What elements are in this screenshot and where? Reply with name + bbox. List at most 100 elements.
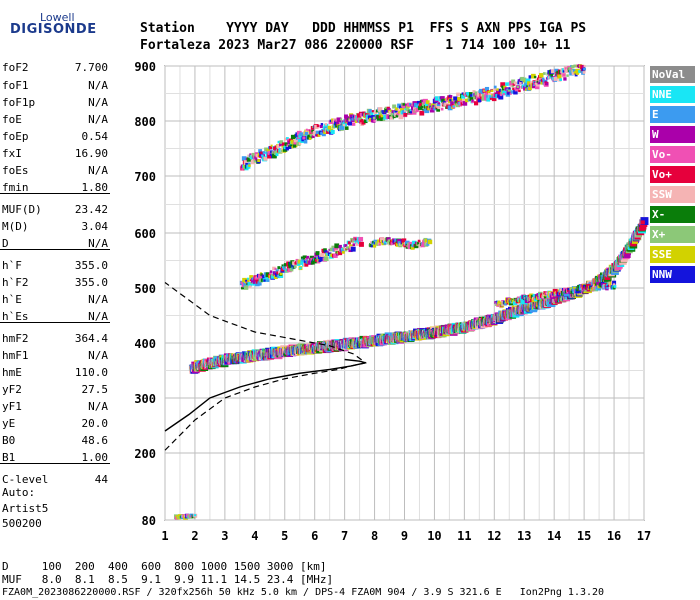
echo-point bbox=[270, 150, 273, 154]
echo-point bbox=[330, 253, 334, 257]
header-row1: Station YYYY DAY DDD HHMMSS P1 FFS S AXN… bbox=[140, 21, 587, 36]
echo-point bbox=[279, 142, 283, 147]
echo-point bbox=[345, 126, 349, 130]
echo-point bbox=[300, 256, 304, 260]
echo-point bbox=[330, 129, 335, 135]
echo-point bbox=[261, 154, 264, 158]
param-value: 16.90 bbox=[74, 147, 108, 160]
echo-point bbox=[287, 267, 292, 273]
echo-point bbox=[248, 285, 252, 289]
param-label: h`E bbox=[2, 293, 22, 306]
echo-point bbox=[480, 91, 484, 95]
echo-point bbox=[534, 82, 537, 86]
echo-point bbox=[323, 123, 329, 129]
echo-point bbox=[241, 286, 244, 290]
echo-point bbox=[311, 135, 315, 139]
echo-point bbox=[347, 247, 350, 250]
param-value: N/A bbox=[88, 164, 108, 177]
param-value: 44 bbox=[94, 473, 108, 486]
echo-point bbox=[243, 282, 249, 288]
echo-point bbox=[541, 295, 545, 299]
echo-point bbox=[420, 105, 424, 109]
echo-point bbox=[246, 282, 249, 285]
echo-point bbox=[572, 286, 576, 290]
chart-ticks: 1 2 3 4 5 6 7 8 9 10 11 12 13 14 15 16 17802003004005006… bbox=[134, 60, 651, 543]
echo-point bbox=[473, 101, 479, 106]
echo-point bbox=[380, 114, 384, 118]
echo-point bbox=[378, 243, 381, 246]
echo-point bbox=[370, 245, 373, 248]
echo-point bbox=[534, 75, 537, 79]
echo-point bbox=[288, 264, 293, 269]
echo-point bbox=[351, 122, 356, 126]
echo-point bbox=[363, 119, 368, 124]
echo-point bbox=[559, 78, 562, 81]
echo-point bbox=[268, 274, 273, 279]
echo-point bbox=[399, 112, 405, 117]
echo-point bbox=[513, 89, 518, 95]
echo-point bbox=[418, 102, 423, 107]
param-value: 1.00 bbox=[81, 451, 109, 464]
echo-point bbox=[500, 82, 506, 88]
echo-point bbox=[397, 109, 402, 114]
echo-point bbox=[524, 82, 529, 88]
echo-point bbox=[263, 279, 266, 282]
echo-point bbox=[336, 117, 342, 123]
echo-point bbox=[375, 109, 379, 113]
legend-entry: W bbox=[650, 126, 695, 143]
param-value: 7.700 bbox=[74, 61, 108, 74]
echo-point bbox=[296, 262, 301, 266]
echo-point bbox=[270, 274, 276, 279]
echo-point bbox=[314, 124, 319, 129]
echo-point bbox=[372, 244, 377, 248]
echo-point bbox=[339, 125, 345, 130]
echo-point bbox=[297, 138, 302, 143]
echo-point bbox=[440, 107, 444, 111]
param-label: foE bbox=[2, 113, 22, 126]
echo-point bbox=[383, 114, 388, 120]
echo-point bbox=[304, 262, 309, 267]
echo-point bbox=[264, 147, 268, 151]
echo-point bbox=[249, 275, 253, 279]
echo-point bbox=[564, 291, 569, 297]
echo-point bbox=[248, 282, 253, 287]
echo-point bbox=[276, 144, 280, 148]
param-value: 20.0 bbox=[81, 417, 109, 430]
echo-point bbox=[295, 258, 299, 262]
echo-point bbox=[295, 136, 299, 140]
echo-point bbox=[301, 258, 305, 262]
echo-point bbox=[505, 82, 509, 86]
param-label: yE bbox=[2, 417, 16, 430]
echo-point bbox=[342, 247, 345, 250]
echo-point bbox=[417, 105, 423, 110]
param-label: h`Es bbox=[2, 310, 29, 323]
echo-point bbox=[523, 85, 528, 91]
echo-point bbox=[264, 276, 267, 279]
echo-point bbox=[425, 100, 430, 105]
echo-point bbox=[269, 146, 273, 150]
echo-point bbox=[394, 238, 399, 243]
echo-point bbox=[292, 144, 297, 148]
echo-point bbox=[537, 81, 541, 85]
echo-point bbox=[531, 73, 536, 79]
echo-point bbox=[487, 90, 490, 94]
echo-point bbox=[467, 93, 471, 97]
echo-point bbox=[410, 111, 413, 114]
echo-point bbox=[320, 252, 325, 257]
legend-entry: SSW bbox=[650, 186, 695, 203]
echo-point bbox=[612, 280, 617, 285]
echo-point bbox=[303, 140, 308, 144]
echo-point bbox=[504, 302, 508, 306]
echo-point bbox=[360, 119, 364, 122]
echo-point bbox=[242, 286, 246, 290]
param-label: foEs bbox=[2, 164, 29, 177]
param-value: N/A bbox=[88, 79, 108, 92]
echo-point bbox=[352, 243, 356, 247]
auto-method: Artist5 bbox=[2, 502, 49, 515]
echo-point bbox=[333, 246, 339, 252]
echo-point bbox=[575, 68, 580, 74]
footer-file-info: FZA0M_2023086220000.RSF / 320fx256h 50 k… bbox=[2, 587, 605, 598]
echo-point bbox=[312, 130, 318, 136]
echo-point bbox=[317, 133, 321, 137]
echo-point bbox=[323, 130, 327, 134]
